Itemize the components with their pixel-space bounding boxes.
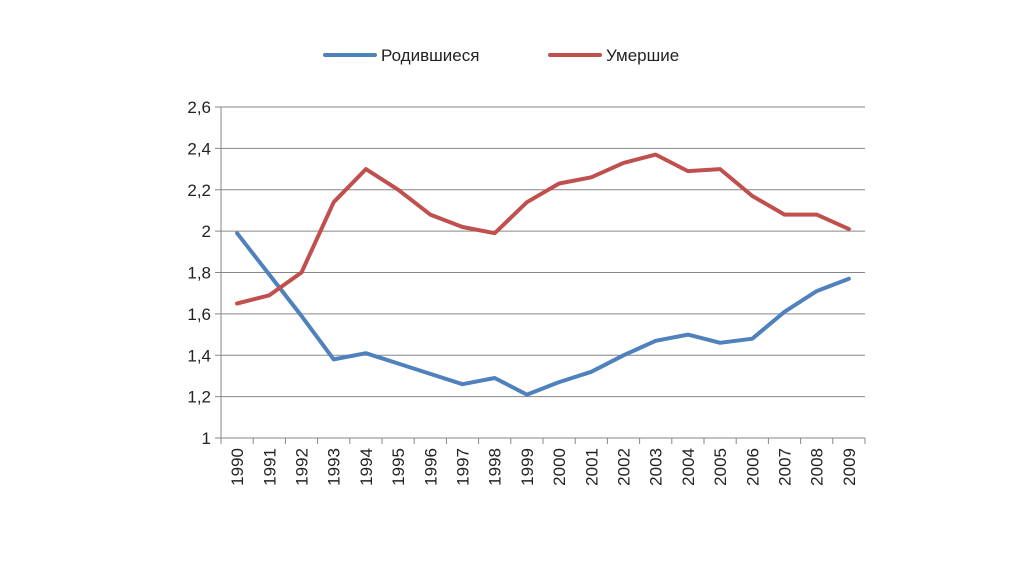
x-tick-label: 1993 [325, 448, 344, 486]
x-tick-label: 2008 [808, 448, 827, 486]
x-tick-label: 2007 [776, 448, 795, 486]
x-tick-label: 2009 [840, 448, 859, 486]
legend-label-0: Родившиеся [381, 46, 479, 65]
gridlines [221, 106, 865, 398]
legend-label-1: Умершие [606, 46, 679, 65]
x-tick-label: 1994 [357, 448, 376, 486]
series-line-1 [235, 152, 851, 306]
x-tick-label: 2006 [743, 448, 762, 486]
x-tick-label: 1999 [518, 448, 537, 486]
x-tick-label: 1997 [454, 448, 473, 486]
y-tick-label: 2 [202, 222, 211, 241]
y-tick-label: 2,4 [187, 139, 211, 158]
x-tick-label: 2001 [582, 448, 601, 486]
x-tick-label: 2004 [679, 448, 698, 486]
series-line-0 [235, 231, 851, 397]
y-tick-label: 1,8 [187, 264, 211, 283]
x-tick-label: 2000 [550, 448, 569, 486]
x-tick-label: 1992 [293, 448, 312, 486]
x-tick-label: 2003 [647, 448, 666, 486]
x-tick-label: 1996 [421, 448, 440, 486]
x-tick-label: 2005 [711, 448, 730, 486]
legend: Родившиеся Умершие [323, 46, 679, 65]
x-tick-label: 1995 [389, 448, 408, 486]
x-tick-label: 1990 [228, 448, 247, 486]
y-axis-ticks: 1 1,2 1,4 1,6 1,8 2 2,2 2,4 2,6 [187, 98, 211, 448]
series-lines [235, 152, 851, 397]
x-tick-label: 1998 [486, 448, 505, 486]
axes [215, 106, 866, 444]
x-axis-ticks: 1990 1991 1992 1993 1994 1995 1996 1997 1998 1999… [228, 448, 859, 486]
x-tick-label: 1991 [260, 448, 279, 486]
x-tick-label: 2002 [615, 448, 634, 486]
y-tick-label: 2,6 [187, 98, 211, 117]
y-tick-label: 1,2 [187, 388, 211, 407]
y-tick-label: 1,6 [187, 305, 211, 324]
y-tick-label: 2,2 [187, 181, 211, 200]
y-tick-label: 1 [202, 429, 211, 448]
y-tick-label: 1,4 [187, 346, 211, 365]
